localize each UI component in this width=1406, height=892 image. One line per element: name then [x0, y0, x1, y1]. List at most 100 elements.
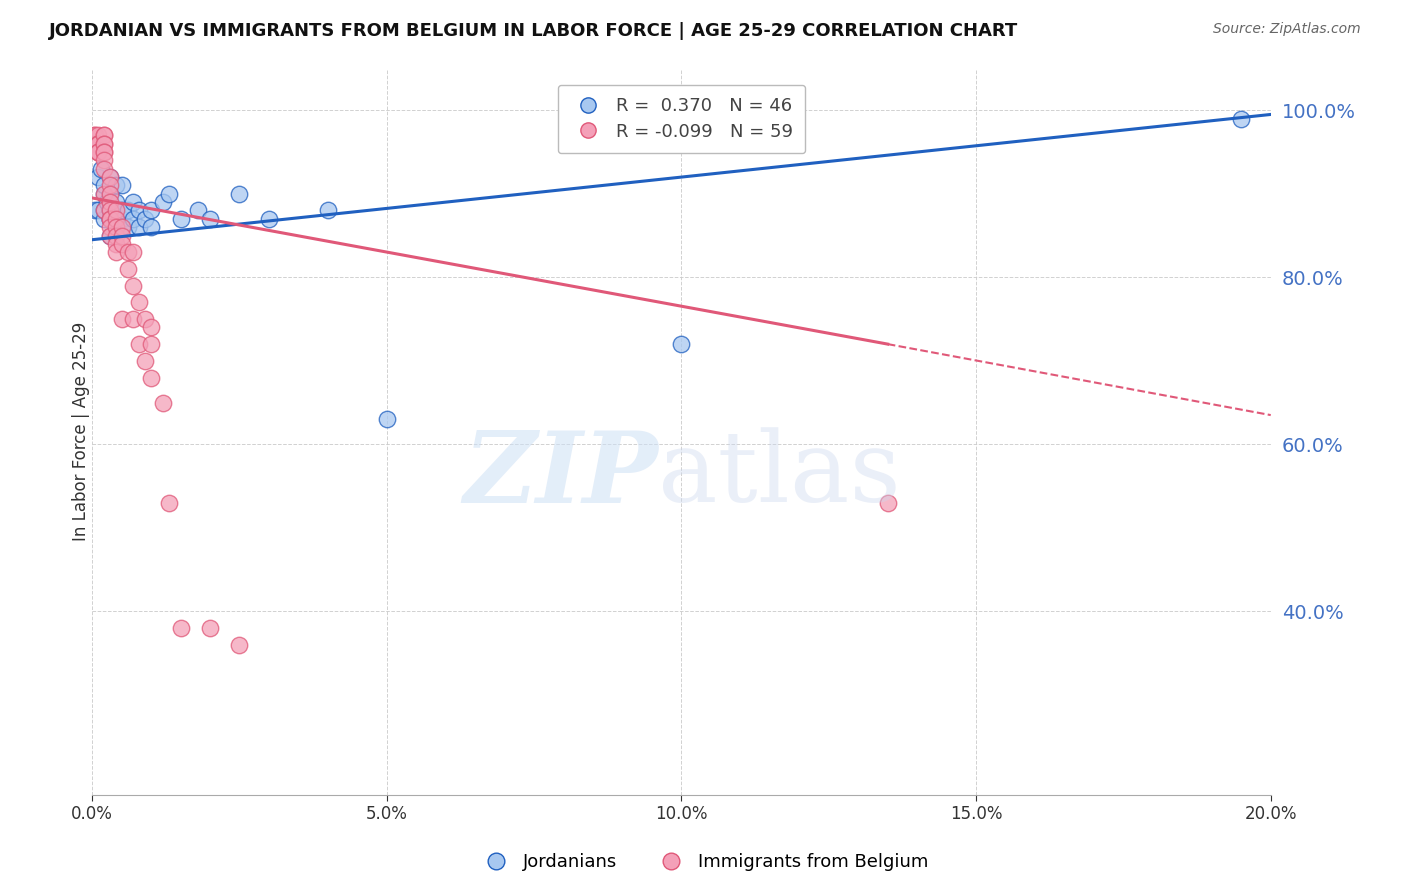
Point	[84, 128, 107, 143]
Point	[93, 136, 115, 151]
Point	[128, 203, 150, 218]
Point	[98, 170, 121, 185]
Point	[152, 195, 174, 210]
Point	[111, 178, 134, 193]
Point	[93, 153, 115, 168]
Point	[98, 211, 121, 226]
Point	[228, 186, 250, 201]
Point	[93, 145, 115, 159]
Text: atlas: atlas	[658, 427, 901, 524]
Point	[111, 220, 134, 235]
Point	[134, 353, 156, 368]
Point	[876, 496, 898, 510]
Point	[111, 228, 134, 243]
Legend: R =  0.370   N = 46, R = -0.099   N = 59: R = 0.370 N = 46, R = -0.099 N = 59	[558, 85, 806, 153]
Point	[83, 128, 105, 143]
Point	[104, 211, 127, 226]
Point	[87, 136, 110, 151]
Point	[84, 136, 107, 151]
Point	[111, 220, 134, 235]
Point	[134, 312, 156, 326]
Point	[1230, 112, 1253, 126]
Point	[98, 170, 121, 185]
Point	[117, 203, 139, 218]
Point	[93, 203, 115, 218]
Point	[169, 621, 191, 635]
Point	[98, 186, 121, 201]
Point	[93, 186, 115, 201]
Point	[122, 312, 145, 326]
Point	[104, 228, 127, 243]
Point	[93, 128, 115, 143]
Point	[128, 220, 150, 235]
Point	[98, 186, 121, 201]
Point	[122, 195, 145, 210]
Point	[87, 170, 110, 185]
Point	[139, 320, 162, 334]
Point	[98, 211, 121, 226]
Point	[111, 312, 134, 326]
Point	[93, 145, 115, 159]
Point	[117, 262, 139, 277]
Point	[122, 245, 145, 260]
Point	[93, 178, 115, 193]
Point	[98, 195, 121, 210]
Point	[93, 211, 115, 226]
Point	[96, 195, 118, 210]
Point	[87, 145, 110, 159]
Point	[228, 638, 250, 652]
Point	[98, 211, 121, 226]
Point	[117, 245, 139, 260]
Text: ZIP: ZIP	[463, 427, 658, 524]
Point	[87, 136, 110, 151]
Point	[93, 186, 115, 201]
Point	[316, 203, 339, 218]
Point	[104, 211, 127, 226]
Point	[98, 228, 121, 243]
Point	[104, 211, 127, 226]
Point	[93, 136, 115, 151]
Point	[671, 337, 693, 351]
Point	[134, 211, 156, 226]
Point	[98, 203, 121, 218]
Point	[187, 203, 209, 218]
Point	[122, 278, 145, 293]
Point	[157, 496, 180, 510]
Point	[375, 412, 398, 426]
Point	[87, 136, 110, 151]
Point	[93, 128, 115, 143]
Point	[139, 203, 162, 218]
Point	[111, 236, 134, 251]
Point	[98, 211, 121, 226]
Point	[122, 211, 145, 226]
Point	[157, 186, 180, 201]
Point	[98, 203, 121, 218]
Point	[87, 136, 110, 151]
Point	[139, 337, 162, 351]
Point	[198, 621, 221, 635]
Point	[111, 211, 134, 226]
Point	[139, 370, 162, 384]
Text: JORDANIAN VS IMMIGRANTS FROM BELGIUM IN LABOR FORCE | AGE 25-29 CORRELATION CHAR: JORDANIAN VS IMMIGRANTS FROM BELGIUM IN …	[49, 22, 1018, 40]
Point	[104, 203, 127, 218]
Point	[84, 203, 107, 218]
Point	[98, 203, 121, 218]
Point	[87, 128, 110, 143]
Point	[98, 178, 121, 193]
Point	[93, 203, 115, 218]
Point	[87, 145, 110, 159]
Point	[87, 145, 110, 159]
Text: Source: ZipAtlas.com: Source: ZipAtlas.com	[1213, 22, 1361, 37]
Y-axis label: In Labor Force | Age 25-29: In Labor Force | Age 25-29	[72, 322, 90, 541]
Point	[87, 203, 110, 218]
Point	[104, 195, 127, 210]
Point	[104, 245, 127, 260]
Point	[98, 228, 121, 243]
Point	[90, 161, 112, 176]
Point	[104, 178, 127, 193]
Point	[117, 220, 139, 235]
Point	[111, 203, 134, 218]
Point	[98, 195, 121, 210]
Point	[87, 145, 110, 159]
Point	[198, 211, 221, 226]
